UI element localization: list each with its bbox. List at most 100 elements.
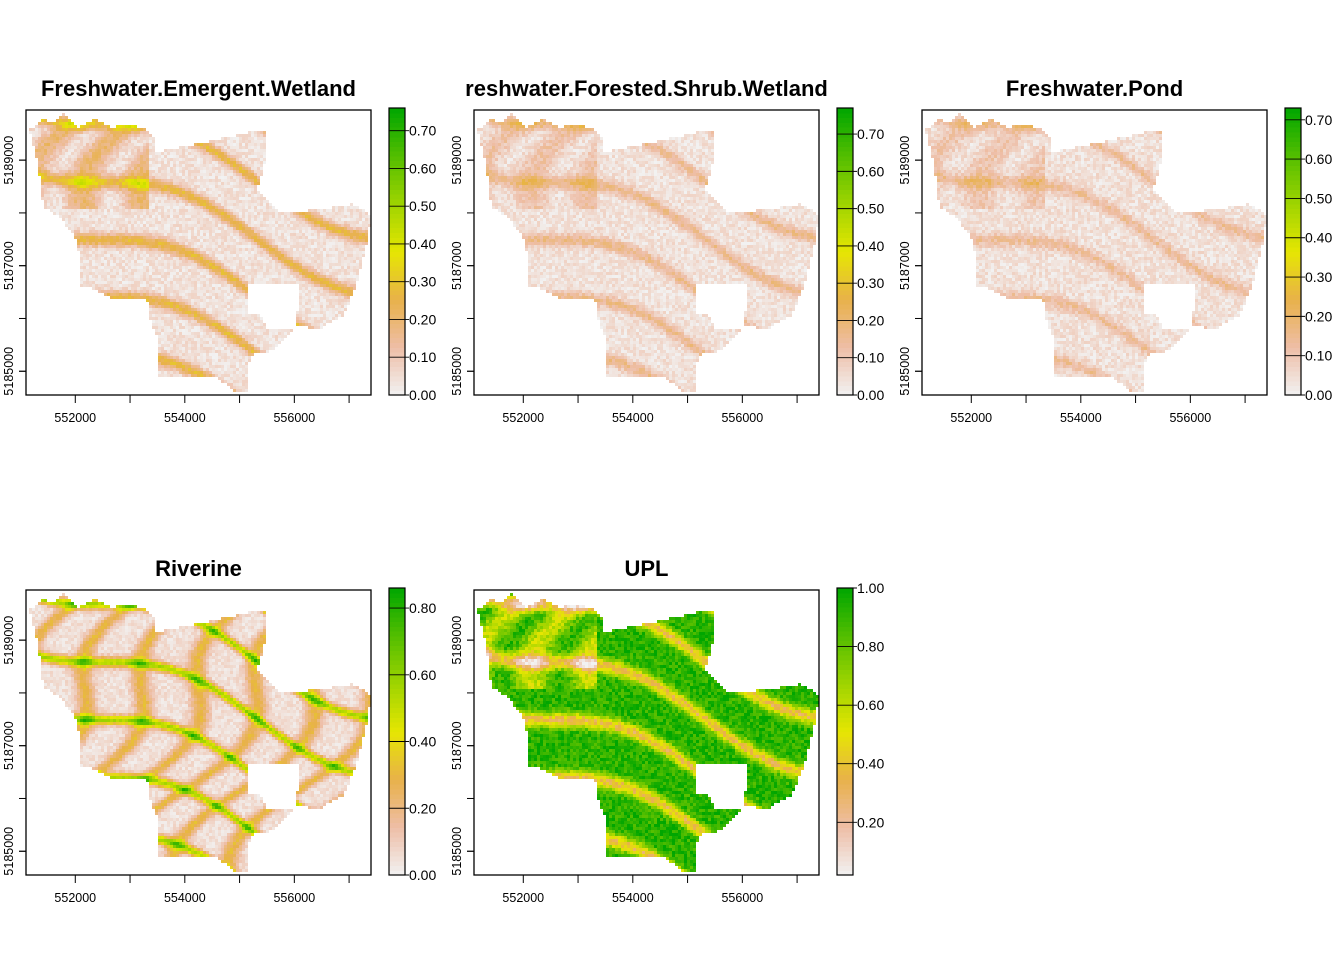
legend-swatch — [389, 347, 405, 352]
x-tick-label: 552000 — [502, 411, 544, 425]
legend-swatch — [1285, 170, 1301, 175]
legend-swatch — [837, 607, 853, 612]
legend-swatch — [389, 760, 405, 765]
legend-swatch — [1285, 381, 1301, 386]
legend-swatch — [1285, 118, 1301, 123]
x-tick-label: 556000 — [273, 891, 315, 905]
legend-swatch — [837, 161, 853, 166]
legend-swatch — [389, 381, 405, 386]
legend-swatch — [837, 621, 853, 626]
legend-swatch — [389, 328, 405, 333]
legend-swatch — [389, 338, 405, 343]
x-tick-label: 554000 — [612, 411, 654, 425]
legend-tick-label: 0.40 — [1305, 230, 1332, 246]
legend-swatch — [389, 765, 405, 770]
legend-swatch — [1285, 228, 1301, 233]
legend-swatch — [389, 199, 405, 204]
legend-swatch — [389, 261, 405, 266]
legend-colorbar — [389, 588, 405, 876]
legend-swatch — [389, 290, 405, 295]
legend-swatch — [389, 132, 405, 137]
legend-swatch — [837, 223, 853, 228]
legend-swatch — [837, 846, 853, 851]
legend-swatch — [837, 827, 853, 832]
legend-swatch — [837, 137, 853, 142]
legend-swatch — [389, 641, 405, 646]
legend-swatch — [1285, 242, 1301, 247]
legend-swatch — [1285, 299, 1301, 304]
legend-swatch — [837, 362, 853, 367]
legend-swatch — [389, 732, 405, 737]
y-tick-label: 5189000 — [2, 136, 16, 185]
legend-swatch — [389, 285, 405, 290]
legend-swatch — [389, 688, 405, 693]
legend-swatch — [1285, 141, 1301, 146]
legend-swatch — [389, 127, 405, 132]
legend-swatch — [1285, 165, 1301, 170]
legend-swatch — [1285, 247, 1301, 252]
x-tick-label: 552000 — [54, 891, 96, 905]
legend-swatch — [837, 180, 853, 185]
legend-swatch — [1285, 275, 1301, 280]
legend-swatch — [837, 228, 853, 233]
legend-swatch — [1285, 180, 1301, 185]
legend-swatch — [1285, 223, 1301, 228]
legend-swatch — [837, 822, 853, 827]
legend-swatch — [837, 290, 853, 295]
legend-swatch — [837, 865, 853, 870]
legend-swatch — [389, 617, 405, 622]
legend-swatch — [389, 727, 405, 732]
legend-swatch — [389, 684, 405, 689]
x-tick-label: 554000 — [612, 891, 654, 905]
legend-swatch — [837, 746, 853, 751]
legend-swatch — [1285, 376, 1301, 381]
legend-swatch — [389, 784, 405, 789]
legend-swatch — [837, 588, 853, 593]
legend-swatch — [837, 256, 853, 261]
legend-swatch — [837, 755, 853, 760]
legend-swatch — [389, 818, 405, 823]
legend-swatch — [837, 333, 853, 338]
y-tick-label: 5187000 — [2, 241, 16, 290]
legend-swatch — [837, 784, 853, 789]
legend-tick-label: 0.50 — [1305, 190, 1332, 206]
legend-swatch — [389, 822, 405, 827]
legend-swatch — [1285, 208, 1301, 213]
legend-swatch — [1285, 342, 1301, 347]
legend-swatch — [389, 156, 405, 161]
legend-swatch — [837, 232, 853, 237]
legend-swatch — [837, 842, 853, 847]
legend-tick-label: 0.10 — [409, 349, 436, 365]
legend-swatch — [389, 775, 405, 780]
legend-tick-label: 0.30 — [409, 274, 436, 290]
legend-swatch — [837, 775, 853, 780]
legend-swatch — [837, 347, 853, 352]
x-tick-label: 554000 — [164, 891, 206, 905]
legend-swatch — [389, 832, 405, 837]
x-tick-label: 552000 — [502, 891, 544, 905]
legend-tick-label: 0.00 — [1305, 387, 1332, 403]
legend-swatch — [837, 741, 853, 746]
legend-swatch — [1285, 347, 1301, 352]
legend-swatch — [389, 113, 405, 118]
legend-swatch — [389, 593, 405, 598]
y-tick-label: 5189000 — [450, 136, 464, 185]
legend-swatch — [837, 314, 853, 319]
legend-swatch — [389, 621, 405, 626]
legend-swatch — [837, 717, 853, 722]
legend-swatch — [837, 698, 853, 703]
legend-swatch — [837, 199, 853, 204]
legend-tick-label: 0.70 — [1305, 112, 1332, 128]
legend-swatch — [1285, 256, 1301, 261]
legend-tick-label: 0.40 — [857, 756, 884, 772]
y-tick-label: 5185000 — [2, 827, 16, 876]
legend-swatch — [389, 213, 405, 218]
legend-swatch — [389, 304, 405, 309]
legend-swatch — [389, 751, 405, 756]
legend-colorbar — [837, 108, 853, 396]
legend-swatch — [837, 237, 853, 242]
legend-swatch — [389, 808, 405, 813]
legend-swatch — [1285, 199, 1301, 204]
legend-colorbar — [389, 108, 405, 396]
